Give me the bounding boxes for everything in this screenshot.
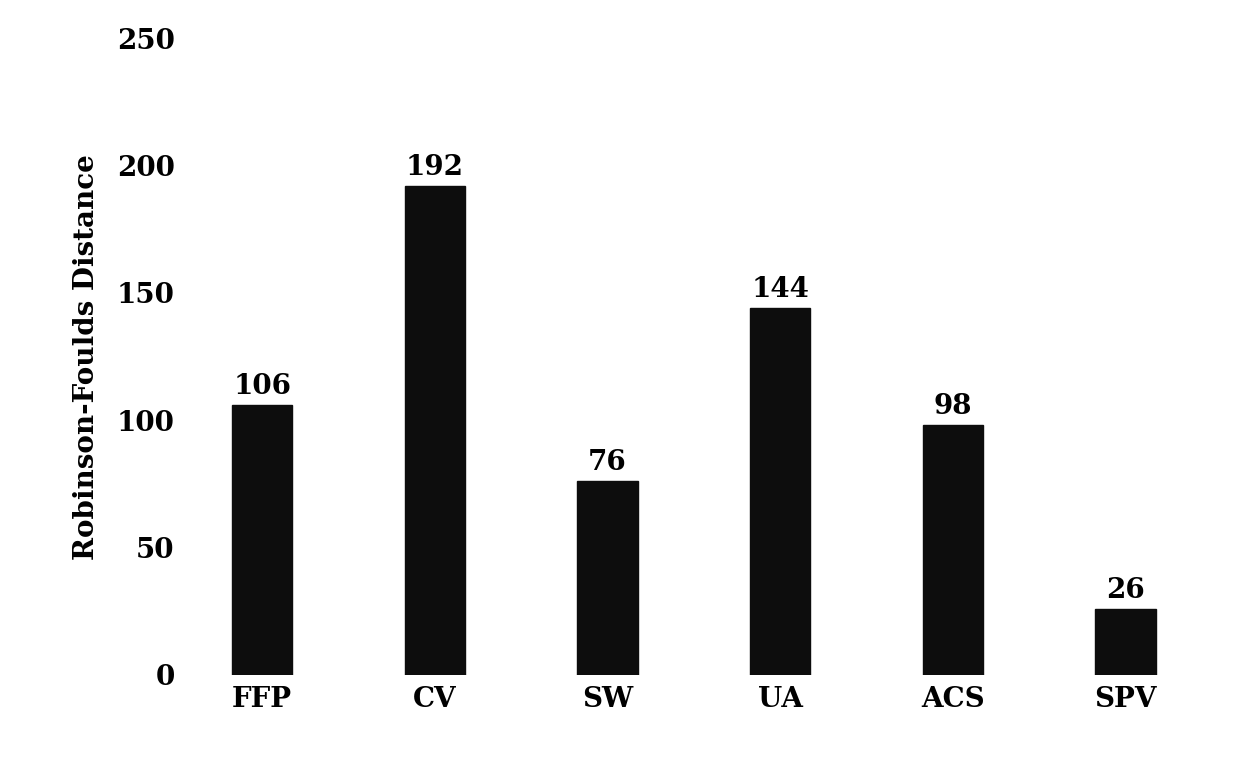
Text: 106: 106 xyxy=(233,373,291,400)
Y-axis label: Robinson-Foulds Distance: Robinson-Foulds Distance xyxy=(73,153,100,560)
Bar xyxy=(923,426,983,675)
Text: 26: 26 xyxy=(1106,577,1145,604)
Bar xyxy=(577,482,638,675)
Bar xyxy=(750,308,810,675)
Bar xyxy=(232,405,292,675)
Text: 144: 144 xyxy=(751,276,809,303)
Text: 98: 98 xyxy=(933,393,973,420)
Bar xyxy=(1095,609,1156,675)
Bar xyxy=(405,186,465,675)
Text: 192: 192 xyxy=(406,154,463,181)
Text: 76: 76 xyxy=(589,449,627,476)
